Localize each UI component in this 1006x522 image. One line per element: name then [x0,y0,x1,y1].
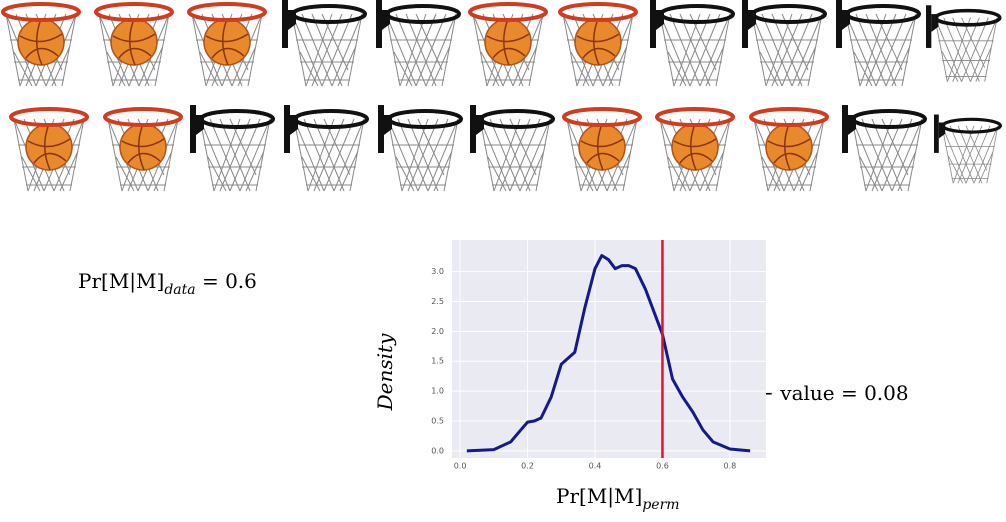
shots-row-1 [3,0,1000,86]
observed-label-text: Pr[M|M] [78,269,164,294]
missed-shot [282,0,365,86]
x-axis-label-subscript: perm [642,497,679,513]
missed-shot [650,0,733,86]
y-tick-label: 3.0 [431,267,444,276]
y-tick-label: 1.0 [431,387,444,396]
x-tick-label: 0.2 [521,462,534,471]
made-shot [564,109,640,191]
x-tick-label: 0.6 [656,462,669,471]
made-shot [105,109,181,191]
made-shot [3,4,79,86]
observed-label-subscript: data [164,282,195,298]
observed-label-suffix: = 0.6 [196,269,257,293]
y-tick-label: 0.0 [431,446,444,455]
density-line [466,254,751,453]
missed-shot [470,105,553,191]
p-value-annotation: p − value = 0.08 [738,381,909,405]
x-axis-label: Pr[M|M]perm [556,484,680,513]
made-shot [96,4,172,86]
plot: 0.0 0.5 1.0 1.5 2.0 2.5 3.0 0.0 0.2 0.4 0.6 0.8 [431,240,766,471]
x-tick-label: 0.8 [724,462,737,471]
made-shot [751,109,827,191]
y-tick-label: 2.0 [431,327,444,336]
missed-shot [284,105,367,191]
made-shot [189,4,265,86]
y-tick-label: 2.5 [431,297,444,306]
x-tick-label: 0.0 [454,462,467,471]
made-shot [11,109,87,191]
missed-shot [836,0,919,86]
missed-shot [378,105,461,191]
made-shot [560,4,636,86]
made-shot [657,109,733,191]
missed-shot [742,0,825,86]
made-shot [470,4,546,86]
shots-row-2 [11,105,1000,191]
y-axis-label: Density [373,333,397,411]
missed-shot [376,0,459,86]
x-tick-label: 0.4 [589,462,602,471]
missed-shot [842,105,925,191]
missed-shot [926,5,1000,81]
missed-shot [190,105,273,191]
x-axis-label-text: Pr[M|M] [556,484,642,509]
plot-background [452,240,766,458]
y-tick-label: 0.5 [431,416,444,425]
y-tick-label: 1.5 [431,357,444,366]
observed-label: Pr[M|M]data = 0.6 [78,269,257,298]
missed-shot [934,115,1000,184]
